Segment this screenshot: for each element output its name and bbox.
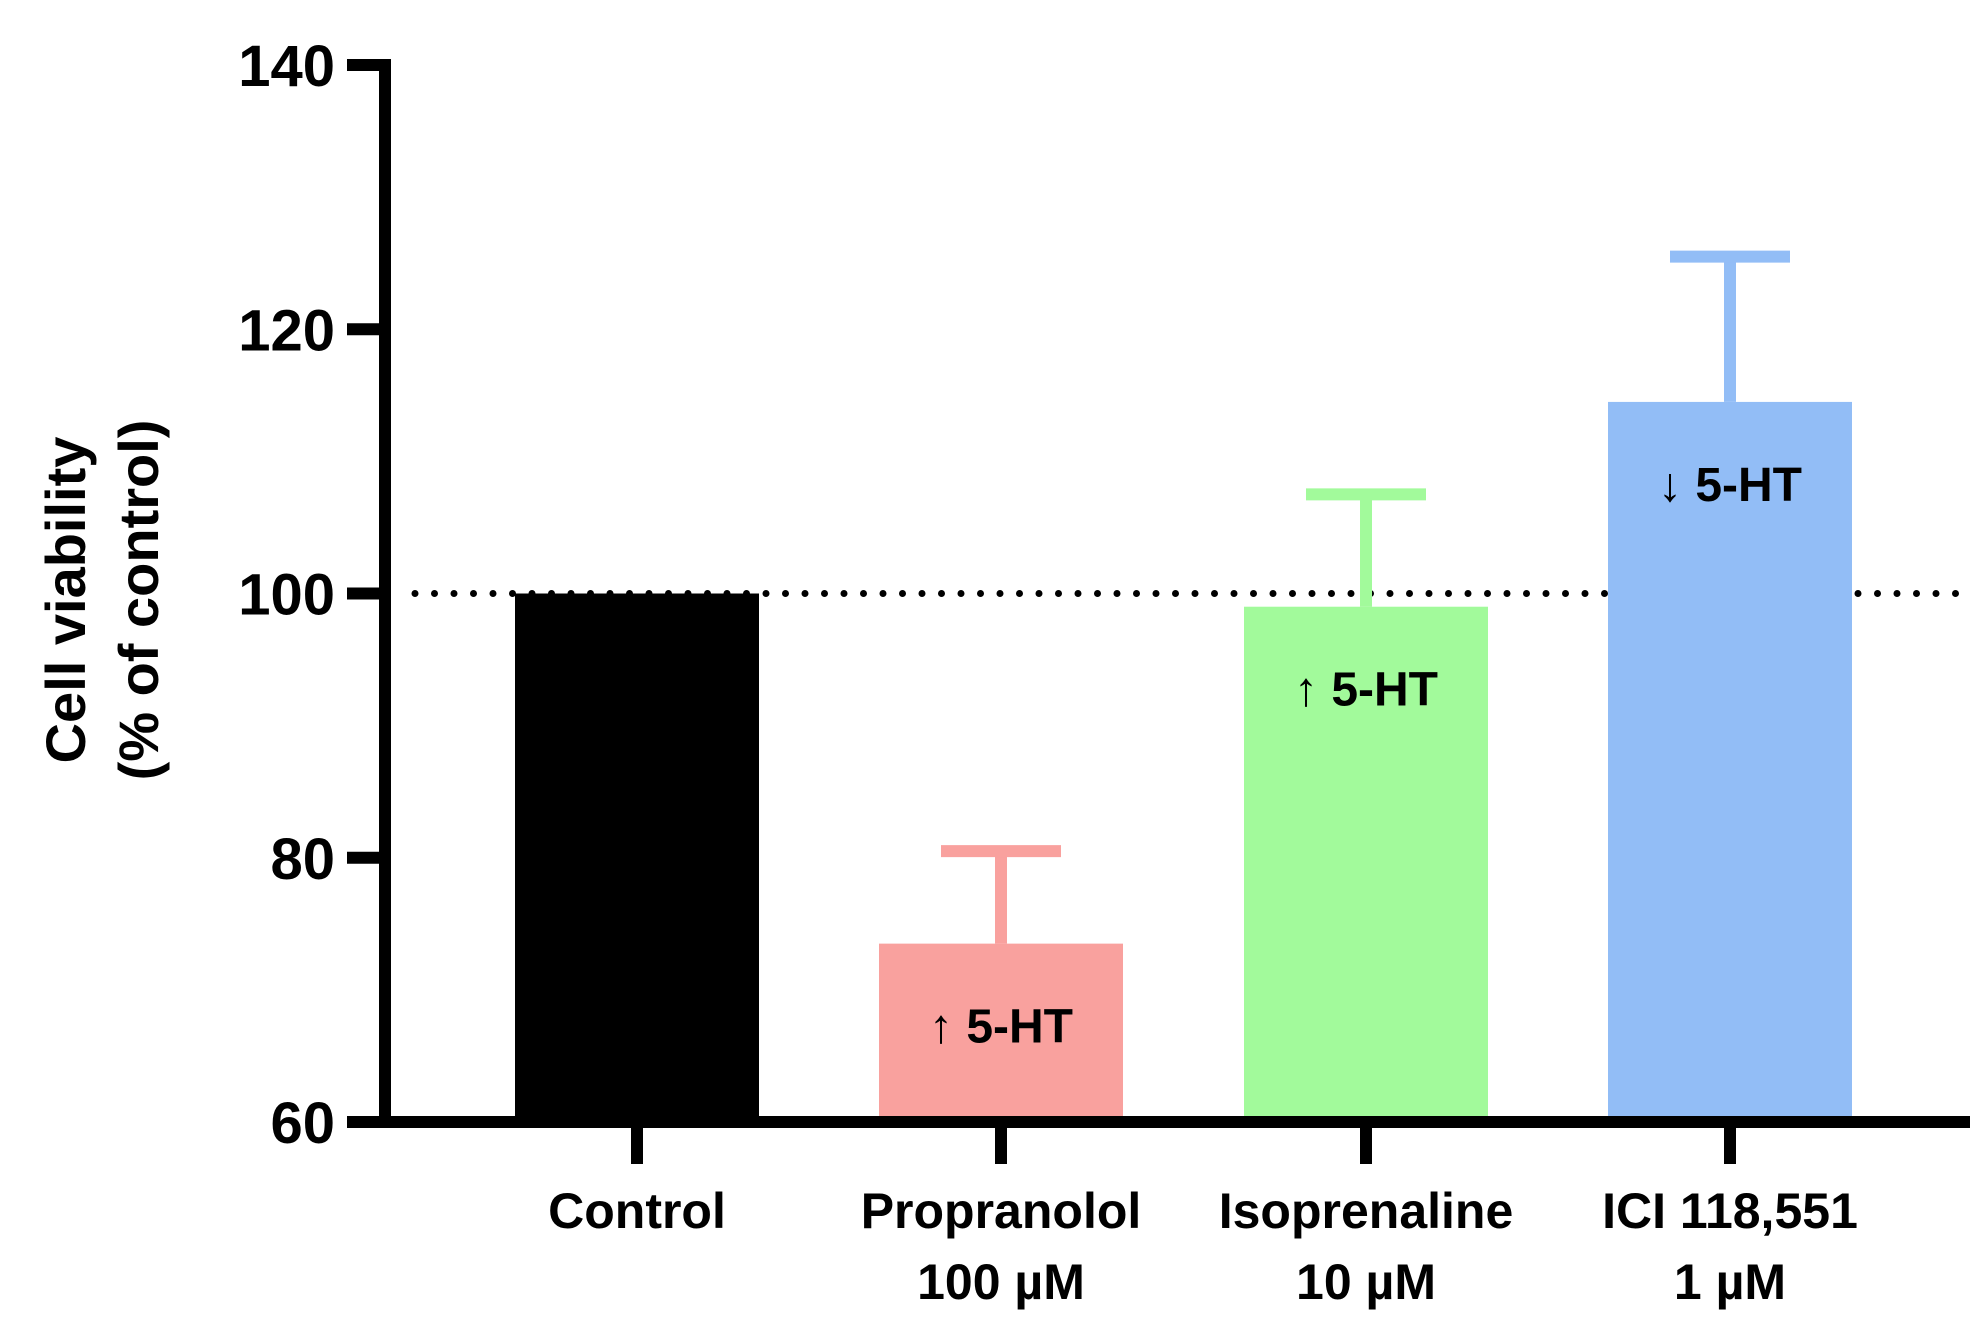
x-category-label: Control [548, 1183, 726, 1239]
x-category-label: Propranolol [861, 1183, 1142, 1239]
x-category-label: Isoprenaline [1219, 1183, 1514, 1239]
bar-ici-118-551 [1608, 401, 1852, 1122]
bar-annotation: ↑ 5-HT [1294, 664, 1438, 717]
y-tick-label: 120 [238, 298, 335, 363]
bars-layer: ↑ 5-HT ↑ 5-HT ↓ 5-HT [515, 250, 1852, 1122]
x-category-label: ICI 118,551 [1602, 1183, 1858, 1239]
bar-annotation: ↑ 5-HT [929, 1001, 1073, 1054]
y-tick-label: 100 [238, 563, 335, 628]
y-axis-title: Cell viability (% of control) [34, 420, 170, 781]
x-labels-layer: Control Propranolol 100 µM Isoprenaline 10 µ… [548, 1122, 1858, 1310]
bar-propranolol [879, 943, 1123, 1122]
y-tick-label: 140 [238, 34, 335, 99]
bar-control [515, 593, 759, 1122]
y-axis-label-line2: (% of control) [107, 420, 170, 781]
y-axis-label-line1: Cell viability [34, 437, 97, 764]
x-category-sublabel: 10 µM [1296, 1254, 1436, 1310]
x-category-sublabel: 1 µM [1674, 1254, 1786, 1310]
x-category-sublabel: 100 µM [917, 1254, 1085, 1310]
bar-annotation: ↓ 5-HT [1658, 459, 1802, 512]
y-ticks-layer: 60 80 100 120 140 [238, 34, 385, 1156]
y-tick-label: 60 [270, 1091, 335, 1156]
y-tick-label: 80 [270, 827, 335, 892]
y-axis-label: Cell viability (% of control) [34, 420, 170, 781]
bar-isoprenaline [1244, 606, 1488, 1122]
